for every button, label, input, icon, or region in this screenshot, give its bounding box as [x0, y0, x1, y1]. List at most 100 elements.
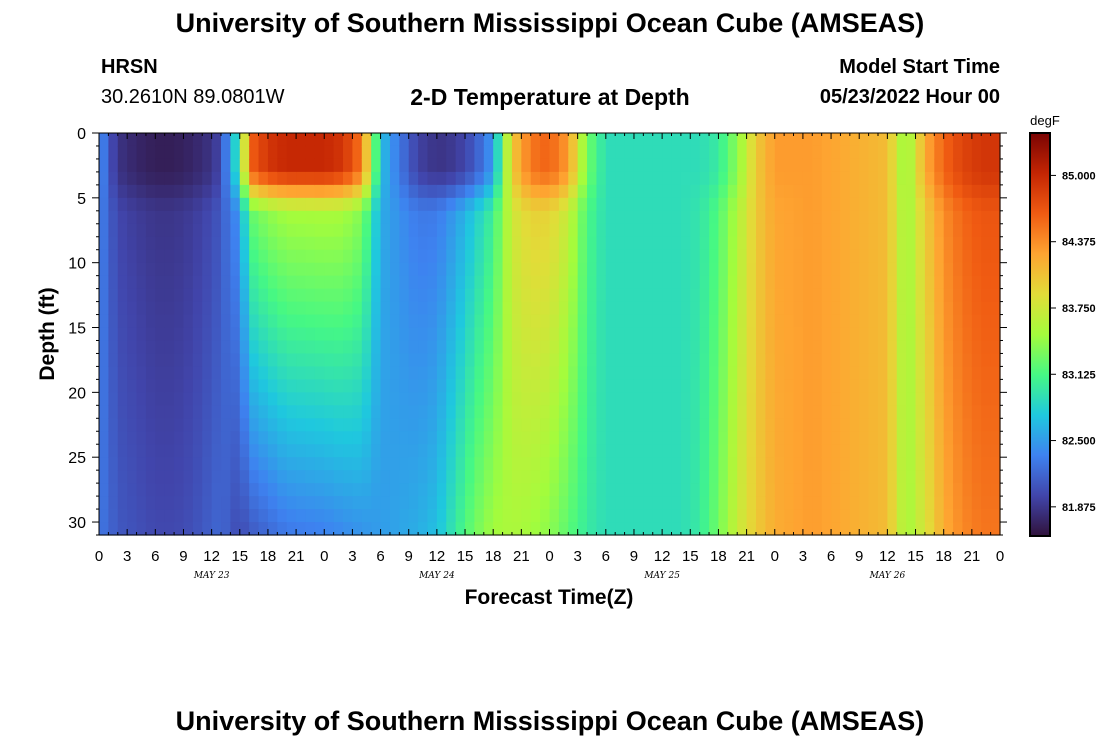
heatmap-cell — [446, 444, 457, 458]
heatmap-cell — [859, 171, 870, 186]
heatmap-cell — [924, 171, 935, 186]
heatmap-cell — [202, 158, 213, 173]
heatmap-cell — [962, 444, 973, 458]
heatmap-cell — [221, 301, 231, 316]
heatmap-cell — [662, 509, 673, 523]
heatmap-cell — [183, 262, 194, 277]
heatmap-cell — [746, 301, 757, 316]
heatmap-cell — [615, 379, 626, 393]
heatmap-cell — [296, 314, 307, 329]
heatmap-cell — [652, 145, 663, 160]
heatmap-cell — [981, 262, 992, 277]
heatmap-cell — [465, 262, 476, 277]
heatmap-cell — [868, 249, 879, 264]
heatmap-cell — [558, 392, 569, 406]
heatmap-cell — [286, 133, 297, 147]
heatmap-cell — [577, 483, 588, 497]
heatmap-cell — [418, 249, 429, 264]
heatmap-cell — [633, 236, 644, 251]
heatmap-cell — [615, 405, 626, 419]
heatmap-cell — [427, 522, 438, 536]
heatmap-cell — [849, 366, 860, 380]
heatmap-cell — [361, 314, 372, 329]
heatmap-cell — [136, 379, 147, 393]
heatmap-cell — [943, 444, 954, 458]
heatmap-cell — [446, 236, 457, 251]
heatmap-cell — [746, 158, 757, 173]
heatmap-cell — [755, 353, 766, 368]
heatmap-cell — [793, 288, 804, 303]
heatmap-cell — [774, 327, 785, 342]
heatmap-cell — [136, 470, 147, 484]
heatmap-cell — [380, 366, 391, 380]
heatmap-cell — [737, 457, 748, 471]
heatmap-cell — [446, 405, 457, 419]
heatmap-cell — [333, 405, 344, 419]
heatmap-cell — [540, 405, 551, 419]
heatmap-cell — [643, 301, 654, 316]
heatmap-cell — [333, 431, 344, 445]
heatmap-cell — [549, 379, 560, 393]
heatmap-cell — [540, 275, 551, 290]
heatmap-cell — [990, 457, 1001, 471]
heatmap-cell — [802, 509, 813, 523]
heatmap-cell — [108, 496, 119, 510]
heatmap-cell — [455, 340, 466, 355]
heatmap-cell — [765, 444, 776, 458]
heatmap-cell — [521, 314, 532, 329]
heatmap-cell — [286, 197, 297, 212]
heatmap-cell — [671, 249, 682, 264]
heatmap-cell — [108, 327, 119, 342]
heatmap-cell — [389, 171, 400, 186]
heatmap-cell — [596, 431, 607, 445]
heatmap-cell — [483, 496, 494, 510]
heatmap-cell — [915, 444, 926, 458]
heatmap-cell — [755, 522, 766, 536]
heatmap-cell — [906, 314, 917, 329]
heatmap-cell — [896, 366, 907, 380]
heatmap-cell — [117, 353, 128, 368]
heatmap-cell — [474, 340, 485, 355]
heatmap-cell — [324, 522, 335, 536]
y-tick-label: 30 — [68, 515, 86, 532]
heatmap-cell — [587, 171, 598, 186]
heatmap-cell — [896, 496, 907, 510]
heatmap-cell — [624, 522, 635, 536]
heatmap-cell — [671, 405, 682, 419]
heatmap-cell — [915, 483, 926, 497]
heatmap-cell — [765, 314, 776, 329]
heatmap-cell — [549, 470, 560, 484]
heatmap-cell — [380, 418, 391, 432]
heatmap-cell — [906, 444, 917, 458]
heatmap-cell — [812, 522, 823, 536]
heatmap-cell — [953, 522, 964, 536]
heatmap-cell — [652, 249, 663, 264]
heatmap-cell — [352, 327, 363, 342]
heatmap-cell — [577, 223, 588, 238]
heatmap-cell — [399, 418, 410, 432]
heatmap-cell — [455, 405, 466, 419]
heatmap-cell — [877, 340, 888, 355]
heatmap-cell — [680, 509, 691, 523]
heatmap-cell — [802, 171, 813, 186]
heatmap-cell — [164, 470, 175, 484]
heatmap-cell — [587, 496, 598, 510]
heatmap-cell — [633, 158, 644, 173]
heatmap-cell — [474, 470, 485, 484]
heatmap-cell — [380, 379, 391, 393]
heatmap-cell — [352, 210, 363, 225]
heatmap-cell — [296, 418, 307, 432]
heatmap-cell — [446, 353, 457, 368]
heatmap-cell — [906, 275, 917, 290]
heatmap-cell — [239, 184, 250, 199]
heatmap-cell — [258, 353, 269, 368]
heatmap-cell — [868, 431, 879, 445]
heatmap-cell — [906, 340, 917, 355]
heatmap-cell — [211, 184, 222, 199]
heatmap-cell — [324, 444, 335, 458]
heatmap-cell — [624, 171, 635, 186]
heatmap-cell — [455, 327, 466, 342]
heatmap-cell — [821, 145, 832, 160]
heatmap-cell — [727, 405, 738, 419]
heatmap-cell — [155, 236, 166, 251]
